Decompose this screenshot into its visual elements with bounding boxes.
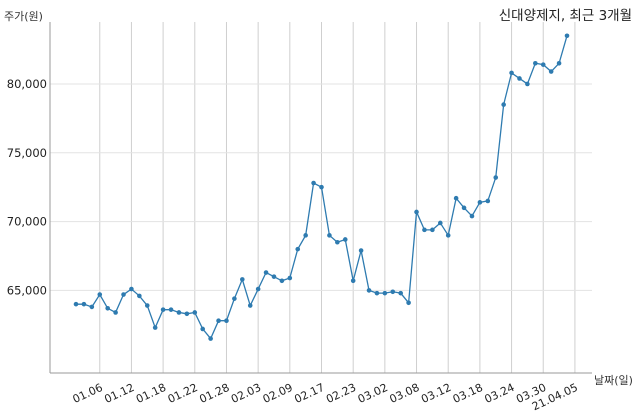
x-tick-label: 01.22 <box>166 381 200 406</box>
data-point <box>327 233 332 238</box>
x-tick-label: 03.18 <box>451 381 485 406</box>
data-point <box>437 220 443 226</box>
data-point <box>208 336 213 341</box>
data-point <box>295 246 301 252</box>
data-point <box>509 70 514 76</box>
data-point <box>358 248 364 253</box>
data-point <box>279 278 285 284</box>
data-point <box>113 310 118 315</box>
x-tick-label: 03.08 <box>387 381 421 406</box>
data-point <box>176 310 182 315</box>
data-point <box>200 326 206 332</box>
x-axis-label: 날짜(일) <box>594 374 633 387</box>
data-point <box>121 292 126 297</box>
data-point <box>350 278 356 284</box>
data-point <box>168 307 174 312</box>
y-tick-label: 70,000 <box>7 215 47 229</box>
x-tick-labels: 01.0601.1201.1801.2201.2802.0302.0902.17… <box>71 381 580 413</box>
data-point <box>540 62 546 67</box>
x-tick-label: 02.09 <box>261 381 295 406</box>
data-point <box>548 69 554 74</box>
data-point <box>414 209 419 215</box>
data-point <box>430 227 435 233</box>
data-point <box>89 304 95 310</box>
x-tick-label: 01.28 <box>197 381 231 406</box>
data-point <box>303 233 308 238</box>
data-point <box>374 290 380 296</box>
data-point <box>160 307 166 312</box>
data-point <box>263 270 269 275</box>
data-point <box>445 233 451 238</box>
x-tick-label: 02.23 <box>324 381 358 406</box>
data-point <box>564 33 570 39</box>
data-point <box>319 184 324 190</box>
data-point <box>525 81 530 87</box>
data-point <box>192 310 198 315</box>
data-point <box>477 200 483 205</box>
data-point <box>224 318 229 323</box>
data-point <box>501 102 506 107</box>
data-point <box>406 300 411 306</box>
x-tick-label: 02.03 <box>229 381 263 406</box>
data-point <box>453 195 459 201</box>
data-point <box>382 290 388 296</box>
y-tick-label: 80,000 <box>7 77 47 91</box>
x-tick-label: 03.12 <box>419 381 453 406</box>
data-point <box>311 180 316 186</box>
x-tick-label: 03.02 <box>356 381 390 406</box>
data-point <box>335 239 340 245</box>
data-point <box>255 286 261 292</box>
x-tick-label: 01.12 <box>102 381 136 406</box>
x-tick-label: 01.18 <box>134 381 168 406</box>
data-point <box>81 301 87 307</box>
chart-title: 신대양제지, 최근 3개월 <box>498 8 632 24</box>
axes <box>49 22 592 374</box>
data-point <box>232 296 237 301</box>
data-point <box>469 213 475 219</box>
x-tick-label: 01.06 <box>71 381 105 406</box>
data-point <box>398 290 403 296</box>
data-point <box>105 306 110 311</box>
data-point <box>342 237 348 242</box>
data-point <box>216 318 221 323</box>
price-points <box>73 33 570 341</box>
data-point <box>493 175 499 180</box>
data-point <box>144 303 150 308</box>
data-point <box>366 288 372 293</box>
grid-lines <box>50 22 592 373</box>
data-point <box>533 60 538 66</box>
y-axis-label: 주가(원) <box>4 10 43 23</box>
y-tick-label: 65,000 <box>7 283 47 297</box>
data-point <box>137 293 142 299</box>
data-point <box>240 277 245 282</box>
data-point <box>517 76 522 81</box>
data-point <box>461 205 467 211</box>
data-point <box>485 198 491 204</box>
y-tick-label: 75,000 <box>7 146 47 160</box>
x-tick-label: 02.17 <box>292 381 326 406</box>
data-point <box>97 292 103 297</box>
x-tick-label: 03.24 <box>483 381 517 406</box>
data-point <box>422 227 427 233</box>
data-point <box>247 303 253 308</box>
data-point <box>390 289 396 295</box>
y-tick-labels: 65,000 70,000 75,000 80,000 <box>7 77 47 297</box>
data-point <box>556 60 562 66</box>
data-point <box>152 325 158 330</box>
data-point <box>73 301 79 307</box>
data-point <box>184 311 190 317</box>
data-point <box>129 286 134 292</box>
data-point <box>287 275 293 281</box>
data-point <box>271 274 277 279</box>
